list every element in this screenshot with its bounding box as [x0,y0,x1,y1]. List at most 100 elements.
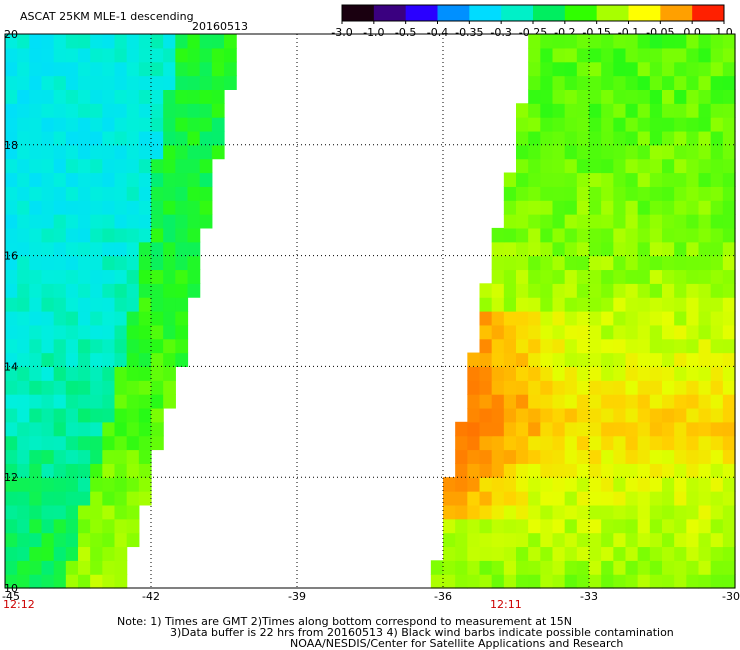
mle-cell [613,117,627,132]
mle-cell [479,546,493,561]
mle-cell [503,186,517,201]
mle-cell [53,186,67,201]
mle-cell [662,435,675,451]
mle-cell [53,477,67,492]
mle-cell [211,61,225,77]
mle-cell [491,532,505,548]
mle-cell [479,560,493,575]
mle-cell [613,269,627,284]
mle-cell [601,227,614,243]
mle-cell [601,421,614,437]
mle-cell [65,269,79,284]
mle-cell [589,477,602,492]
mle-cell [625,172,639,187]
mle-cell [443,560,456,575]
mle-cell [41,61,55,77]
mle-cell [637,518,651,534]
mle-cell [175,144,189,160]
mle-cell [53,144,67,160]
mle-cell [674,574,687,589]
mle-cell [686,144,700,160]
mle-cell [211,75,225,90]
mle-cell [5,394,18,409]
mle-cell [552,144,566,160]
mle-cell [686,463,700,478]
mle-cell [102,366,116,381]
mle-cell [455,435,468,451]
mle-cell [41,435,55,451]
mle-cell [601,394,614,409]
mle-cell [601,352,614,367]
mle-cell [564,283,578,298]
mle-cell [65,504,79,520]
mle-cell [686,117,700,132]
mle-cell [662,269,675,284]
mle-cell [613,103,627,118]
mle-cell [710,311,724,326]
mle-cell [722,421,736,437]
mle-cell [637,435,651,451]
mle-cell [53,324,67,340]
mle-cell [516,186,529,201]
mle-cell [649,449,663,464]
colorbar-swatch [469,5,502,21]
mle-cell [637,560,651,575]
mle-cell [114,380,128,395]
mle-cell [674,518,687,534]
mle-cell [662,241,675,257]
mle-cell [90,421,103,437]
mle-cell [151,407,164,423]
mle-cell [552,158,566,174]
mle-cell [467,532,481,548]
mle-cell [491,435,505,451]
mle-cell [637,311,651,326]
mle-cell [90,324,103,340]
mle-cell [662,117,675,132]
mle-cell [625,311,639,326]
mle-cell [503,574,517,589]
mle-cell [175,34,189,49]
mle-cell [78,463,91,478]
mle-cell [5,560,18,575]
mle-cell [540,477,554,492]
mle-cell [686,560,700,575]
mle-cell [674,504,687,520]
mle-cell [576,463,590,478]
mle-cell [126,532,140,548]
mle-cell [29,214,43,229]
mle-cell [5,324,18,340]
mle-cell [589,546,602,561]
mle-cell [138,352,152,367]
mle-cell [53,255,67,271]
mle-cell [29,241,43,257]
mle-cell [516,241,529,257]
mle-cell [78,366,91,381]
mle-cell [175,158,189,174]
mle-cell [65,491,79,506]
mle-cell [540,241,554,257]
mle-cell [53,117,67,132]
mle-cell [637,227,651,243]
mle-cell [552,311,566,326]
mle-cell [114,352,128,367]
mle-cell [114,463,128,478]
mle-cell [625,89,639,104]
mle-cell [138,269,152,284]
mle-cell [637,574,651,589]
mle-cell [29,366,43,381]
mle-cell [17,297,30,312]
y-tick-label: 14 [4,360,18,373]
mle-cell [187,61,201,77]
mle-cell [674,491,687,506]
mle-cell [479,324,493,340]
mle-cell [564,311,578,326]
mle-cell [601,560,614,575]
mle-cell [138,477,152,492]
mle-cell [175,200,189,215]
mle-cell [540,560,554,575]
mle-cell [674,61,687,77]
x-tick-label: -36 [434,590,452,603]
mle-cell [126,130,140,146]
mle-cell [637,241,651,257]
mle-cell [163,61,176,77]
